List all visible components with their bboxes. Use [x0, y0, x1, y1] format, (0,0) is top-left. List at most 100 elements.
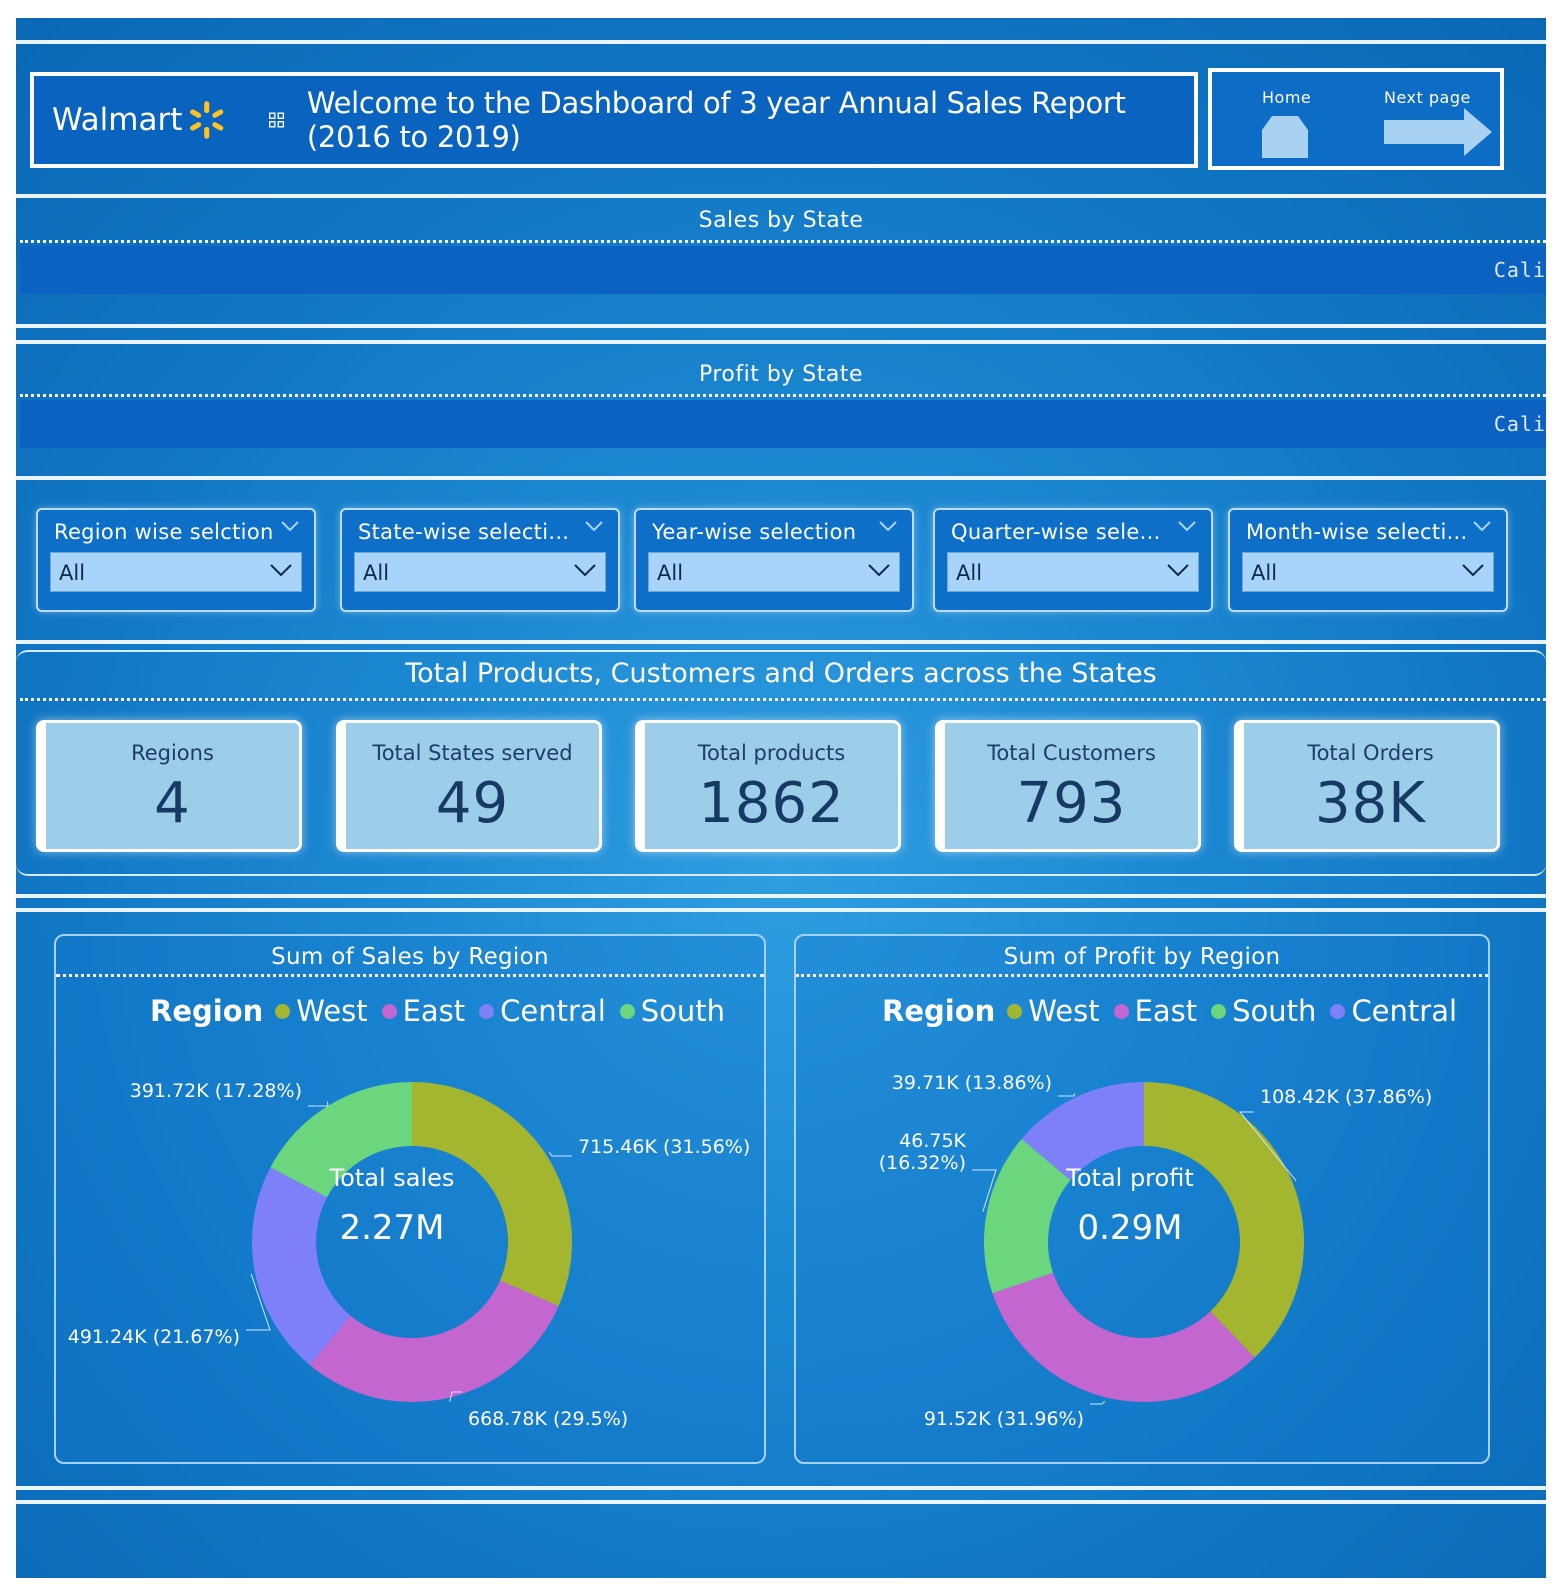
data-label-west: 108.42K (37.86%)	[1260, 1086, 1433, 1108]
kpi-value: 49	[435, 771, 510, 836]
dotted-divider	[20, 698, 1546, 701]
kpi-card-regions: Regions 4	[36, 720, 302, 852]
region-dropdown[interactable]: All	[50, 552, 302, 592]
chart-title: Sum of Profit by Region	[1003, 944, 1281, 970]
legend-label: Central	[1351, 994, 1458, 1028]
chevron-down-icon	[868, 564, 890, 577]
donut-slice-west[interactable]	[1144, 1082, 1304, 1358]
legend-marker	[275, 1003, 291, 1019]
kpi-section-title: Total Products, Customers and Orders acr…	[405, 658, 1157, 689]
legend-label: Central	[500, 994, 606, 1028]
kpi-label: Total Orders	[1307, 741, 1434, 765]
chart-legend: Region West East South Central	[882, 994, 1471, 1028]
sales-by-region-panel: Sum of Sales by Region Region West East Ce…	[54, 934, 766, 1464]
kpi-value: 1862	[698, 771, 845, 836]
legend-marker	[479, 1003, 495, 1019]
kpi-value: 38K	[1315, 771, 1426, 836]
grid-icon	[268, 112, 284, 128]
legend-item-south[interactable]: South	[619, 994, 725, 1028]
legend-label: East	[1134, 994, 1198, 1028]
divider	[16, 476, 1546, 480]
legend-marker	[381, 1003, 397, 1019]
divider	[16, 340, 1546, 344]
data-label-west: 715.46K (31.56%)	[578, 1136, 751, 1158]
leader-line	[1090, 1400, 1106, 1405]
data-label-central: 491.24K (21.67%)	[67, 1326, 240, 1348]
year-dropdown[interactable]: All	[648, 552, 900, 592]
donut-slice-south[interactable]	[984, 1138, 1071, 1294]
slicer-value: All	[59, 561, 86, 585]
divider	[16, 1486, 1546, 1490]
donut-slice-east[interactable]	[309, 1280, 559, 1402]
kpi-label: Total Customers	[987, 741, 1156, 765]
sales-by-state-ticker: Cali	[20, 246, 1546, 294]
dashboard-canvas: Walmart Welcome to the Dashboard of 3 ye…	[16, 18, 1546, 1578]
slicer-title: State-wise selecti...	[358, 520, 570, 544]
quarter-slicer: Quarter-wise sele... All	[933, 508, 1213, 612]
chevron-down-icon[interactable]	[1177, 520, 1197, 532]
kpi-value: 793	[1016, 771, 1127, 836]
data-label-central: 39.71K (13.86%)	[891, 1072, 1052, 1094]
donut-slice-central[interactable]	[252, 1167, 351, 1365]
dotted-divider	[20, 394, 1546, 397]
legend-item-west[interactable]: West	[1007, 994, 1100, 1028]
leader-line	[548, 1151, 572, 1157]
chevron-down-icon[interactable]	[280, 520, 300, 532]
chevron-down-icon	[574, 564, 596, 577]
kpi-label: Total products	[697, 741, 846, 765]
walmart-logo-text: Walmart	[52, 102, 183, 138]
divider	[16, 894, 1546, 898]
donut-slice-west[interactable]	[412, 1082, 572, 1307]
leader-line	[246, 1273, 271, 1331]
next-page-arrow-icon[interactable]	[1382, 106, 1494, 158]
kpi-card-products: Total products 1862	[635, 720, 901, 852]
donut-center-label: Total sales	[329, 1164, 455, 1192]
profit-by-state-ticker: Cali	[20, 400, 1546, 448]
kpi-label: Regions	[131, 741, 214, 765]
quarter-dropdown[interactable]: All	[947, 552, 1199, 592]
legend-item-east[interactable]: East	[1113, 994, 1198, 1028]
chevron-down-icon[interactable]	[1472, 520, 1492, 532]
legend-item-east[interactable]: East	[381, 994, 465, 1028]
profit-by-state-title: Profit by State	[698, 362, 864, 387]
home-label: Home	[1262, 88, 1312, 107]
leader-line	[1058, 1093, 1076, 1097]
donut-slice-east[interactable]	[992, 1272, 1255, 1402]
slicer-value: All	[1251, 561, 1278, 585]
legend-item-central[interactable]: Central	[1330, 994, 1457, 1028]
slicer-title: Region wise selction	[54, 520, 274, 544]
kpi-card-customers: Total Customers 793	[935, 720, 1201, 852]
legend-marker	[619, 1003, 635, 1019]
legend-marker	[1330, 1003, 1346, 1019]
legend-item-west[interactable]: West	[275, 994, 368, 1028]
home-icon[interactable]	[1260, 112, 1310, 160]
data-label-east: 668.78K (29.5%)	[468, 1408, 629, 1430]
legend-label: West	[1028, 994, 1100, 1028]
legend-marker	[1007, 1003, 1023, 1019]
sales-ticker-text: Cali	[1493, 258, 1546, 282]
legend-item-south[interactable]: South	[1211, 994, 1316, 1028]
chevron-down-icon[interactable]	[584, 520, 604, 532]
leader-line	[308, 1101, 329, 1107]
leader-line	[449, 1391, 462, 1402]
donut-center-label: Total profit	[1066, 1164, 1194, 1192]
donut-slice-central[interactable]	[1021, 1082, 1144, 1181]
legend-marker	[1211, 1003, 1227, 1019]
chevron-down-icon	[270, 564, 292, 577]
legend-item-central[interactable]: Central	[479, 994, 606, 1028]
sales-by-state-title: Sales by State	[698, 208, 864, 233]
profit-donut-chart	[972, 1082, 1304, 1405]
slicer-title: Year-wise selection	[652, 520, 857, 544]
donut-slice-south[interactable]	[270, 1082, 412, 1198]
divider	[16, 640, 1546, 644]
kpi-card-orders: Total Orders 38K	[1234, 720, 1500, 852]
legend-title: Region	[150, 994, 264, 1028]
chevron-down-icon[interactable]	[878, 520, 898, 532]
leader-line	[972, 1169, 997, 1212]
slicer-title: Quarter-wise sele...	[951, 520, 1161, 544]
month-dropdown[interactable]: All	[1242, 552, 1494, 592]
kpi-frame	[16, 650, 1546, 876]
region-slicer: Region wise selction All	[36, 508, 316, 612]
slicer-value: All	[956, 561, 983, 585]
state-dropdown[interactable]: All	[354, 552, 606, 592]
